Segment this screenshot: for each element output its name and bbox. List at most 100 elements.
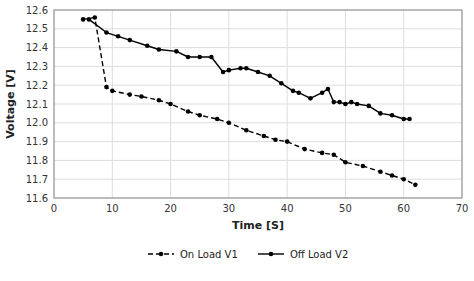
series-point (127, 38, 132, 43)
x-tick-label: 20 (164, 203, 177, 214)
grid (54, 10, 462, 198)
series-point (378, 111, 383, 116)
series-point (197, 113, 202, 118)
series-point (366, 104, 371, 109)
legend-label: Off Load V2 (290, 249, 348, 260)
series-point (227, 121, 232, 126)
chart: 0 10 20 30 40 50 60 70 11.6 11.7 11.8 11.9 12.0 12.1 1… (0, 0, 474, 281)
y-grid-line (54, 47, 462, 48)
series-point (273, 137, 278, 142)
series-point (407, 117, 412, 122)
series-point (238, 66, 243, 71)
series-point (127, 92, 132, 97)
series-point (174, 49, 179, 54)
series-point (81, 17, 86, 22)
series-point (331, 100, 336, 105)
series-point (139, 94, 144, 99)
y-tick-label: 12.6 (26, 5, 48, 16)
series-point (413, 183, 418, 188)
tick-labels: 0 10 20 30 40 50 60 70 11.6 11.7 11.8 11.9 12.0 12.1 1… (26, 5, 469, 215)
y-grid-line (54, 66, 462, 67)
series-point (390, 113, 395, 118)
x-tick-label: 40 (281, 203, 294, 214)
y-axis-label: Voltage [V] (4, 69, 17, 139)
series-point (93, 15, 98, 20)
series-point (157, 47, 162, 52)
series-point (361, 164, 366, 169)
series-point (401, 117, 406, 122)
series-point (291, 89, 296, 94)
y-tick-label: 11.9 (26, 136, 48, 147)
y-grid-line (54, 160, 462, 161)
legend-label: On Load V1 (180, 249, 238, 260)
series-point (197, 55, 202, 60)
y-grid-line (54, 85, 462, 86)
series-point (343, 160, 348, 165)
series-point (331, 152, 336, 157)
y-tick-label: 12.5 (26, 23, 48, 34)
legend: On Load V1 Off Load V2 (148, 249, 348, 260)
series-point (297, 90, 302, 95)
series-point (168, 102, 173, 107)
series-point (349, 100, 354, 105)
y-tick-label: 12.4 (26, 42, 48, 53)
series-line (83, 18, 415, 185)
y-tick-label: 12.1 (26, 99, 48, 110)
series-point (355, 102, 360, 107)
page: {"chart_data": { "type": "line", "title"… (0, 0, 474, 281)
series-point (221, 70, 226, 75)
x-tick-label: 50 (339, 203, 352, 214)
y-grid-line (54, 141, 462, 142)
series-point (145, 43, 150, 48)
series-point (378, 169, 383, 174)
series-point (104, 85, 109, 90)
series-point (337, 100, 342, 105)
series-point (320, 90, 325, 95)
x-axis-label: Time [S] (232, 219, 284, 232)
x-tick-label: 0 (51, 203, 57, 214)
series-point (244, 128, 249, 133)
y-tick-label: 12.2 (26, 80, 48, 91)
series-line (89, 19, 410, 119)
series-point (87, 17, 92, 22)
series-point (302, 147, 307, 152)
x-tick-label: 10 (106, 203, 119, 214)
series-point (110, 89, 115, 94)
series-group (81, 15, 418, 187)
series-point (308, 96, 313, 101)
plot-frame (54, 10, 462, 198)
series-point (285, 139, 290, 144)
series-point (244, 66, 249, 71)
x-tick-label: 30 (222, 203, 235, 214)
series-point (343, 102, 348, 107)
series-point (116, 34, 121, 39)
y-tick-label: 12.3 (26, 61, 48, 72)
series-point (401, 177, 406, 182)
series-point (104, 30, 109, 35)
series-point (262, 134, 267, 139)
series-point (186, 109, 191, 114)
y-tick-label: 11.7 (26, 174, 48, 185)
x-tick-label: 60 (397, 203, 410, 214)
legend-marker (159, 252, 164, 257)
series-point (157, 98, 162, 103)
series-point (267, 74, 272, 79)
y-tick-label: 11.8 (26, 155, 48, 166)
series-point (215, 117, 220, 122)
series-point (320, 151, 325, 156)
series-point (209, 55, 214, 60)
y-grid-line (54, 122, 462, 123)
y-grid-line (54, 28, 462, 29)
series-point (279, 81, 284, 86)
y-grid-line (54, 104, 462, 105)
series-point (256, 70, 261, 75)
series-point (186, 55, 191, 60)
legend-marker (269, 252, 274, 257)
background (0, 0, 474, 281)
series-point (326, 87, 331, 92)
series-point (390, 173, 395, 178)
y-tick-label: 11.6 (26, 193, 48, 204)
series-point (227, 68, 232, 73)
y-tick-label: 12.0 (26, 117, 48, 128)
x-tick-label: 70 (456, 203, 469, 214)
